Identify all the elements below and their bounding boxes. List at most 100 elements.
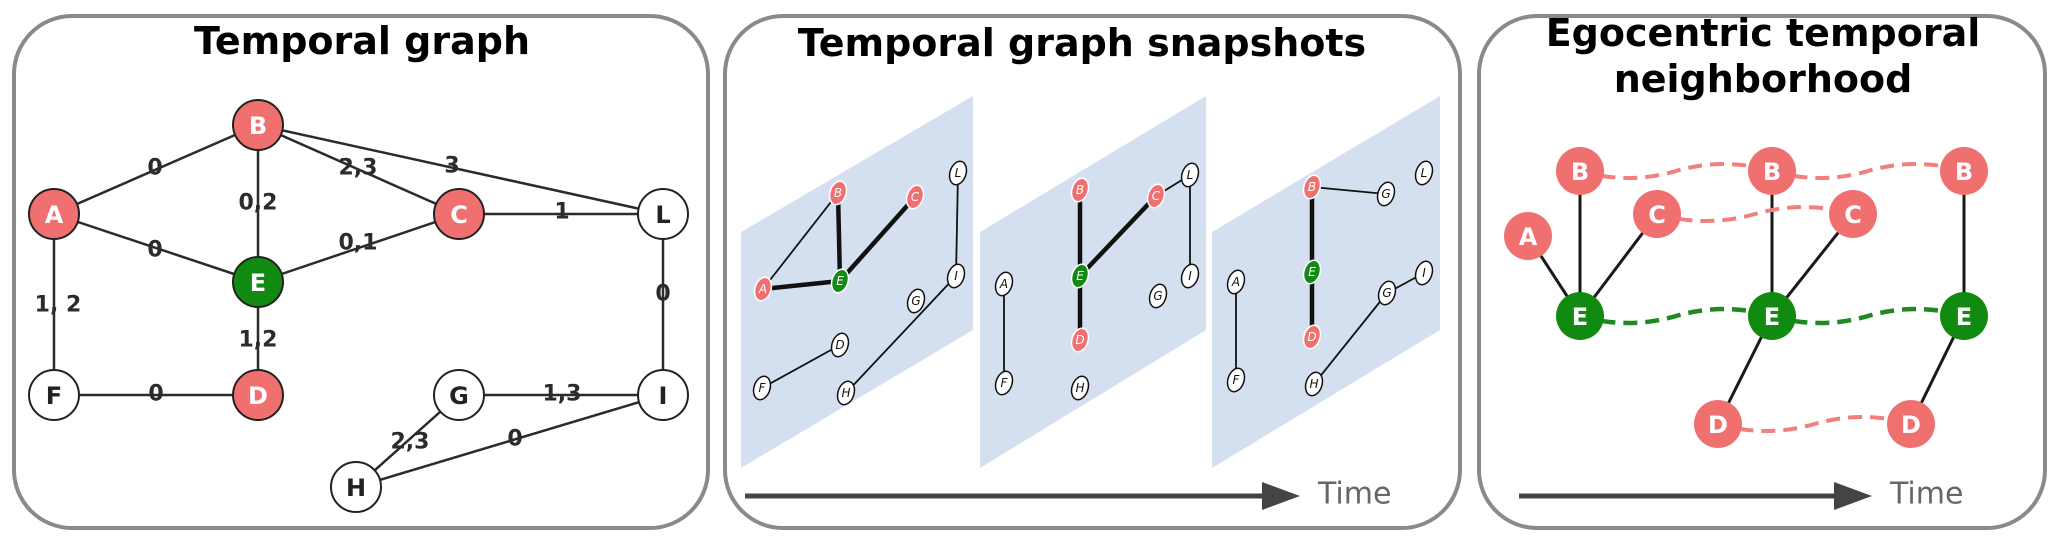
edge-label-e-d: 1,2 (239, 328, 278, 353)
panel3-time-label: Time (1889, 477, 1963, 512)
ego-node-circle (1940, 147, 1988, 195)
edge-label-b-c: 2,3 (339, 156, 378, 181)
edge-label-a-b: 0 (147, 156, 162, 181)
ego-node-d2: D (1694, 400, 1742, 448)
snapshot-node-label: B (1308, 180, 1316, 194)
snapshot-node-b: B (828, 180, 848, 206)
snapshot-node-l: L (1180, 162, 1200, 188)
snapshot-node-shape (1226, 367, 1246, 393)
snapshot-node-shape (1302, 324, 1322, 350)
ego-node-b2: B (1748, 147, 1796, 195)
node-circle-d (232, 369, 284, 421)
snapshot-node-shape (906, 288, 926, 314)
panel-egocentric: Egocentric temporal neighborhood A B C E B C E… (1477, 11, 2047, 530)
temporal-link-e2-e3 (1771, 306, 1965, 326)
snapshot-node-label: G (911, 294, 920, 308)
snapshot-edge (761, 344, 841, 389)
snapshot-node-shape (1376, 181, 1396, 207)
snapshot-node-shape (1148, 283, 1168, 309)
ego-node-label: B (1571, 158, 1589, 186)
panel1-frame (12, 14, 710, 530)
snapshot-node-label: D (1307, 330, 1316, 344)
snapshot-2: B C L E D A I G F H (980, 96, 1206, 468)
snapshot-node-label: L (1421, 166, 1428, 180)
node-circle-g (433, 369, 485, 421)
ego-node-circle (1504, 212, 1552, 260)
snapshot-node-label: I (1422, 266, 1426, 280)
node-circle-i (637, 369, 689, 421)
snapshot-node-label: I (1188, 269, 1192, 283)
snapshot-node-label: L (1187, 168, 1194, 182)
panel2-time-label: Time (1317, 477, 1391, 512)
snapshot-node-label: A (1231, 275, 1240, 289)
edge-label-b-l: 3 (444, 154, 459, 179)
panel-temporal-graph: Temporal graph 0 0 1, 2 0,2 2,3 3 1 0,1 1,2 0 0 1,3… (12, 14, 710, 530)
snapshot-node-shape (1302, 259, 1322, 285)
snapshot-node-shape (830, 268, 850, 294)
ego-node-circle (1748, 147, 1796, 195)
temporal-link-c1-c2 (1656, 205, 1854, 223)
snapshot-node-l: L (1414, 160, 1434, 186)
edge-label-a-f: 1, 2 (35, 293, 82, 318)
node-b: B (232, 99, 284, 151)
snapshot-edge-active (762, 278, 841, 292)
snapshot-node-shape (1226, 269, 1246, 295)
node-label-e: E (250, 269, 266, 297)
temporal-link-e1-e2 (1579, 306, 1773, 326)
snapshot-node-shape (946, 263, 966, 289)
snapshot-node-shape (1146, 183, 1166, 209)
node-circle-b (232, 99, 284, 151)
ego-node-label: E (1956, 303, 1972, 331)
ego-node-circle (1556, 147, 1604, 195)
ego-node-circle (1694, 400, 1742, 448)
snapshot-node-label: D (1075, 333, 1084, 347)
ego-node-label: C (1844, 201, 1862, 229)
snapshot-node-shape (1304, 371, 1324, 397)
node-a: A (28, 188, 80, 240)
snapshot-node-label: A (999, 277, 1008, 291)
node-label-h: H (346, 474, 366, 502)
snapshot-node-g: G (1376, 181, 1396, 207)
node-e: E (232, 256, 284, 308)
panel2-time-arrowhead-icon (1262, 482, 1300, 510)
snapshot-node-b: B (1302, 174, 1322, 200)
temporal-link-b2-b3 (1771, 162, 1965, 180)
edge-label-a-e: 0 (147, 238, 162, 263)
ego-node-circle (1829, 190, 1877, 238)
panel3-time-arrowhead-icon (1834, 482, 1872, 510)
snapshot-node-label: F (759, 381, 767, 395)
ego-node-label: B (1763, 158, 1781, 186)
node-label-l: L (655, 201, 670, 229)
snapshot-node-h: H (836, 380, 856, 406)
snapshot-node-h: H (1070, 375, 1090, 401)
ego-node-label: D (1901, 411, 1921, 439)
node-label-d: D (248, 382, 268, 410)
snapshot-node-f: F (994, 370, 1014, 396)
panel2-snapshots: A B C E L I G D F H B C L E D A I G F H B G L E D A I G F H (741, 96, 1440, 468)
panel3-title-line1: Egocentric temporal (1546, 11, 1981, 55)
node-l: L (637, 188, 689, 240)
edge-label-f-d: 0 (148, 382, 163, 407)
ego-node-circle (1748, 292, 1796, 340)
snapshot-node-shape (948, 160, 968, 186)
node-circle-e (232, 256, 284, 308)
snapshot-plane (980, 96, 1206, 468)
snapshot-1: A B C E L I G D F H (741, 96, 973, 468)
snapshot-node-label: C (911, 190, 920, 204)
ego-node-a: A (1504, 212, 1552, 260)
snapshot-node-shape (1070, 327, 1090, 353)
edge-b-l (257, 123, 664, 216)
snapshot-node-i: I (1180, 263, 1200, 289)
snapshot-node-label: E (836, 274, 844, 288)
panel2-title: Temporal graph snapshots (798, 21, 1366, 65)
snapshot-edge-active (835, 192, 843, 282)
snapshot-node-label: D (835, 338, 844, 352)
ego-node-label: B (1955, 158, 1973, 186)
snapshot-node-label: E (1308, 265, 1316, 279)
edge-c-e (257, 212, 460, 284)
snapshot-node-label: A (758, 282, 767, 296)
snapshot-node-shape (1070, 375, 1090, 401)
snapshot-node-d: D (1302, 324, 1322, 350)
snapshot-node-shape (905, 184, 925, 210)
snapshot-node-g: G (906, 288, 926, 314)
